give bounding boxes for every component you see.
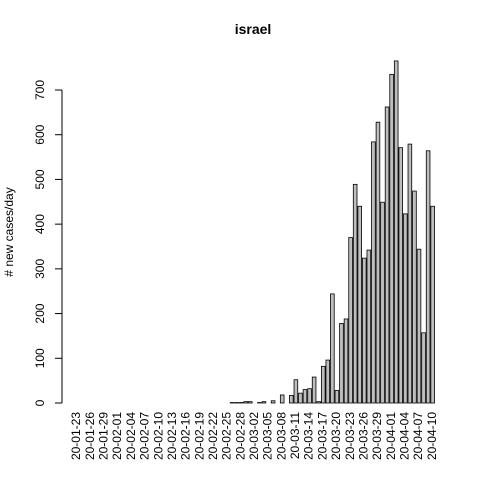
bar — [366, 249, 372, 404]
y-tick-label: 500 — [33, 169, 47, 189]
x-tick-label: 20-02-16 — [179, 412, 193, 460]
bar — [403, 213, 408, 404]
bar — [279, 394, 285, 404]
bar — [343, 318, 349, 404]
bar — [289, 394, 294, 404]
bar — [311, 376, 317, 404]
bar — [330, 293, 335, 404]
bar — [371, 141, 376, 404]
x-tick-label: 20-02-22 — [206, 412, 220, 460]
x-tick-label: 20-03-17 — [315, 412, 329, 460]
y-tick-label: 700 — [33, 80, 47, 100]
bar — [307, 388, 312, 404]
x-tick-label: 20-03-05 — [261, 412, 275, 460]
bar — [430, 205, 435, 404]
bar — [261, 401, 267, 404]
bar — [398, 147, 404, 404]
x-tick-label: 20-02-19 — [192, 412, 206, 460]
bar — [357, 205, 362, 404]
bar — [389, 73, 394, 404]
bar — [243, 401, 248, 404]
bar — [316, 401, 321, 404]
y-axis-label: # new cases/day — [2, 187, 16, 276]
x-tick-label: 20-04-10 — [425, 412, 439, 460]
x-tick-label: 20-03-08 — [274, 412, 288, 460]
x-tick-label: 20-04-01 — [384, 412, 398, 460]
x-tick-label: 20-01-23 — [69, 412, 83, 460]
x-tick-label: 20-04-07 — [411, 412, 425, 460]
bar — [421, 332, 426, 404]
x-tick-label: 20-03-23 — [343, 412, 357, 460]
x-tick-label: 20-03-02 — [247, 412, 261, 460]
bar — [302, 389, 308, 404]
bar — [393, 60, 399, 404]
bar — [380, 201, 385, 404]
bar — [348, 237, 353, 404]
bar — [407, 143, 413, 404]
x-tick-label: 20-02-04 — [124, 412, 138, 460]
bar — [425, 150, 431, 404]
bar — [334, 390, 340, 404]
bar — [339, 323, 344, 404]
x-tick-label: 20-03-11 — [288, 412, 302, 459]
x-tick-label: 20-03-14 — [302, 412, 316, 460]
bar — [362, 257, 367, 404]
x-tick-label: 20-02-01 — [110, 412, 124, 460]
x-tick-label: 20-02-10 — [151, 412, 165, 460]
bar — [375, 121, 381, 404]
y-tick-label: 0 — [33, 399, 47, 406]
x-tick-label: 20-01-29 — [97, 412, 111, 460]
y-tick-label: 200 — [33, 303, 47, 323]
x-tick-label: 20-02-25 — [220, 412, 234, 460]
bar — [320, 365, 326, 404]
bar — [298, 392, 303, 404]
x-tick-label: 20-04-04 — [397, 412, 411, 460]
bar — [270, 400, 276, 404]
x-tick-label: 20-02-07 — [138, 412, 152, 460]
x-tick-label: 20-02-28 — [233, 412, 247, 460]
x-tick-label: 20-03-29 — [370, 412, 384, 460]
bar — [325, 359, 331, 404]
chart-title: israel — [235, 21, 272, 37]
bar — [293, 379, 299, 404]
x-tick-label: 20-02-13 — [165, 412, 179, 460]
y-tick-label: 600 — [33, 124, 47, 144]
y-tick-label: 100 — [33, 348, 47, 368]
bar — [248, 401, 253, 404]
x-tick-label: 20-01-26 — [83, 412, 97, 460]
bar — [384, 106, 390, 404]
y-tick-label: 400 — [33, 214, 47, 234]
x-tick-label: 20-03-20 — [329, 412, 343, 460]
bar — [352, 183, 358, 404]
bar — [416, 248, 422, 404]
bar — [412, 190, 417, 404]
x-tick-label: 20-03-26 — [356, 412, 370, 460]
y-tick-label: 300 — [33, 259, 47, 279]
